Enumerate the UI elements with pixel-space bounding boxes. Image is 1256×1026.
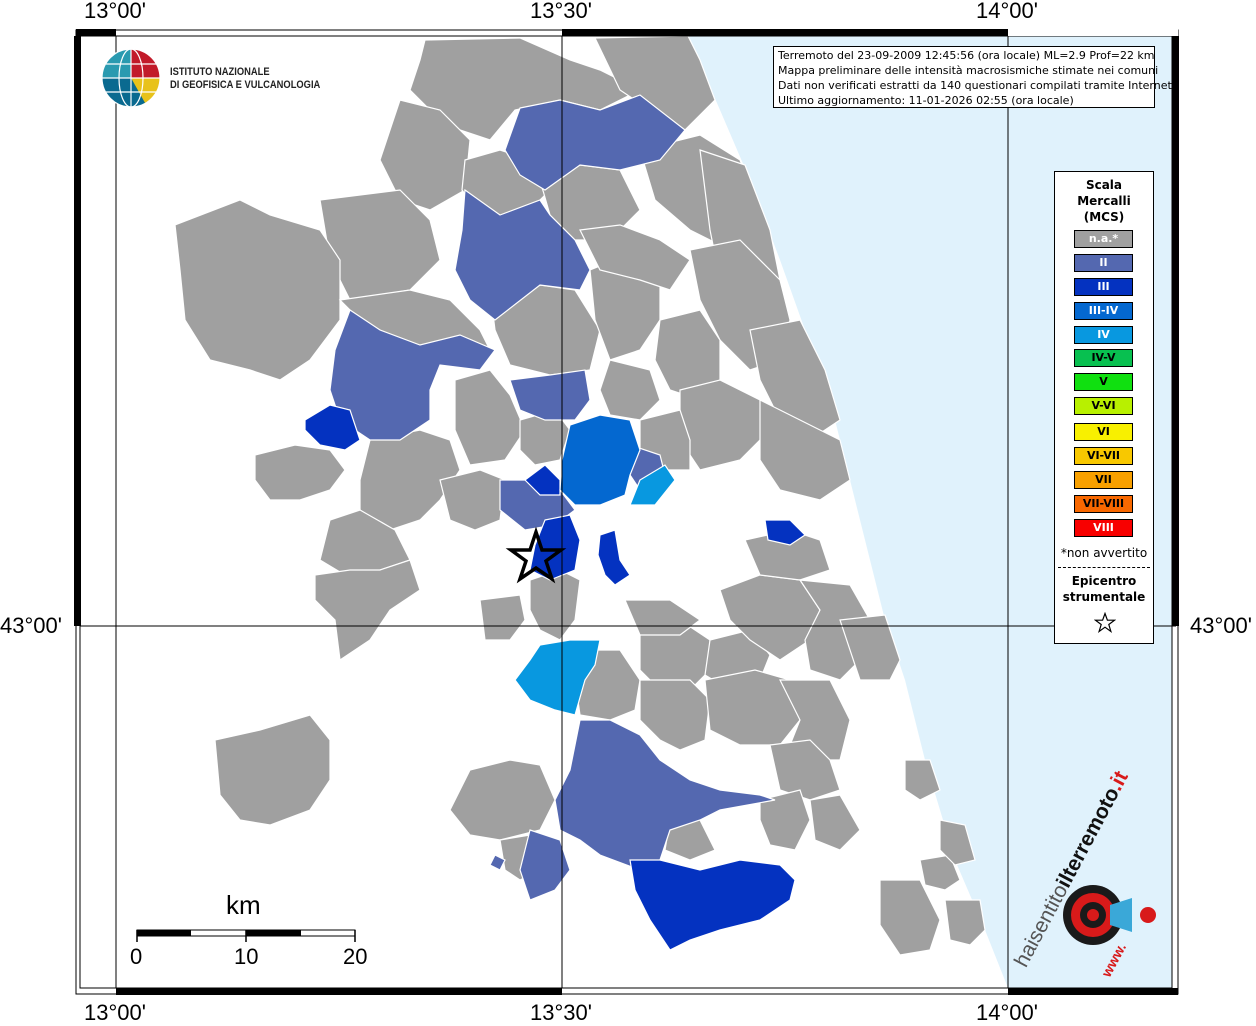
municipalities-iii	[304, 404, 806, 951]
legend-separator	[1058, 567, 1150, 568]
map-frame	[74, 29, 1179, 995]
legend-swatch-iv-v: IV-V	[1074, 349, 1133, 367]
legend-swatch-v: V	[1074, 373, 1133, 391]
legend-epicenter-line2: strumentale	[1062, 590, 1146, 604]
ingv-logo-line2: DI GEOFISICA E VULCANOLOGIA	[170, 79, 321, 91]
legend-swatch-na: n.a.*	[1074, 230, 1133, 248]
left-tick-1: 43°00'	[0, 613, 62, 638]
municipalities-ii	[329, 94, 776, 901]
sea-area	[688, 36, 1172, 988]
mcs-legend: Scala Mercalli (MCS) n.a.* II III III-IV…	[1054, 171, 1154, 644]
ingv-logo-globe	[101, 48, 161, 108]
info-line-3: Dati non verificati estratti da 140 ques…	[778, 79, 1176, 92]
top-tick-3: 14°00'	[976, 0, 1038, 23]
legend-title-line1: Scala	[1085, 178, 1123, 192]
top-tick-1: 13°00'	[84, 0, 146, 23]
legend-epicenter-line1: Epicentro	[1071, 574, 1137, 588]
scale-unit: km	[226, 890, 261, 920]
legend-title-line3: (MCS)	[1083, 210, 1125, 224]
legend-swatch-vi-vii: VI-VII	[1074, 447, 1133, 465]
info-line-1: Terremoto del 23-09-2009 12:45:56 (ora l…	[778, 49, 1155, 62]
ingv-logo-text: ISTITUTO NAZIONALE DI GEOFISICA E VULCAN…	[170, 66, 320, 92]
municipalities-iii-iv	[559, 414, 641, 506]
legend-title: Scala Mercalli (MCS)	[1055, 177, 1153, 225]
legend-swatch-vii-viii: VII-VIII	[1074, 495, 1133, 513]
scale-label-10: 10	[234, 944, 259, 969]
event-info-box: Terremoto del 23-09-2009 12:45:56 (ora l…	[773, 46, 1176, 108]
legend-swatch-v-vi: V-VI	[1074, 397, 1133, 415]
epicenter-star	[505, 526, 567, 584]
legend-swatch-vi: VI	[1074, 423, 1133, 441]
info-line-4: Ultimo aggiornamento: 11-01-2026 02:55 (…	[778, 94, 1074, 107]
municipalities-iv	[514, 464, 676, 716]
legend-star-icon	[1094, 612, 1116, 634]
municipalities-na	[174, 35, 986, 956]
info-line-2: Mappa preliminare delle intensità macros…	[778, 64, 1159, 77]
legend-swatch-iv: IV	[1074, 326, 1133, 344]
legend-epicenter-label: Epicentro strumentale	[1055, 573, 1153, 605]
bottom-tick-2: 13°30'	[530, 1000, 592, 1025]
legend-swatch-ii: II	[1074, 254, 1133, 272]
graticule	[80, 36, 1176, 988]
bottom-tick-3: 14°00'	[976, 1000, 1038, 1025]
haisentito-logo	[1063, 885, 1156, 945]
ingv-logo-line1: ISTITUTO NAZIONALE	[170, 66, 270, 78]
legend-swatch-iii: III	[1074, 278, 1133, 296]
legend-swatch-iii-iv: III-IV	[1074, 302, 1133, 320]
scale-label-0: 0	[130, 944, 143, 969]
legend-swatch-vii: VII	[1074, 471, 1133, 489]
scale-bar	[136, 929, 356, 942]
legend-title-line2: Mercalli	[1077, 194, 1131, 208]
scale-label-20: 20	[343, 944, 368, 969]
bottom-tick-1: 13°00'	[84, 1000, 146, 1025]
legend-note: *non avvertito	[1060, 546, 1148, 560]
legend-swatch-viii: VIII	[1074, 519, 1133, 537]
right-tick-1: 43°00'	[1190, 613, 1252, 638]
top-tick-2: 13°30'	[530, 0, 592, 23]
